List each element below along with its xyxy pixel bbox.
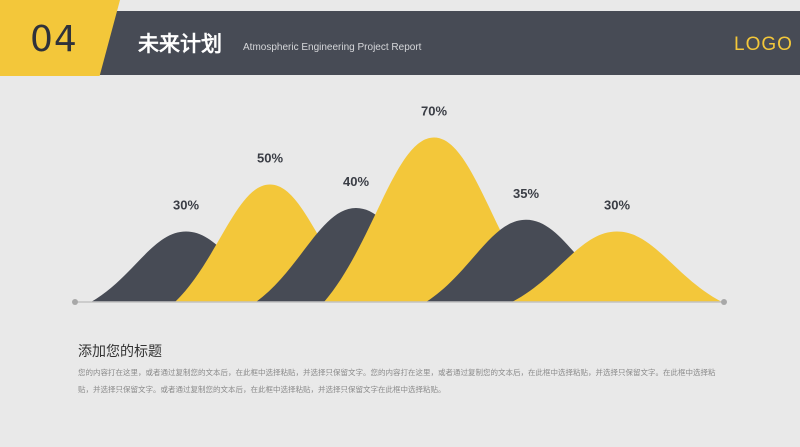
baseline-start-dot	[72, 299, 78, 305]
chart-peak-6	[512, 231, 722, 302]
section-number: 04	[30, 19, 78, 60]
chart-labels: 30% 50% 40% 70% 35% 30%	[173, 104, 630, 213]
page-subtitle: Atmospheric Engineering Project Report	[243, 42, 422, 53]
section-number-badge: 04	[0, 0, 120, 76]
mountain-chart: 30% 50% 40% 70% 35% 30%	[72, 104, 727, 305]
chart-value-label-6: 30%	[604, 198, 630, 213]
baseline-end-dot	[721, 299, 727, 305]
header-bar	[0, 11, 800, 75]
chart-value-label-1: 30%	[173, 198, 199, 213]
chart-value-label-3: 40%	[343, 174, 369, 189]
logo: LOGO	[734, 34, 793, 55]
chart-value-label-2: 50%	[257, 151, 283, 166]
chart-peaks	[91, 137, 722, 302]
chart-value-label-4: 70%	[421, 104, 447, 119]
chart-value-label-5: 35%	[513, 186, 539, 201]
page-title: 未来计划	[138, 32, 222, 56]
section-title: 添加您的标题	[78, 344, 162, 360]
section-body: 您的内容打在这里，或者通过复制您的文本后，在此框中选择粘贴，并选择只保留文字。您…	[78, 368, 716, 394]
